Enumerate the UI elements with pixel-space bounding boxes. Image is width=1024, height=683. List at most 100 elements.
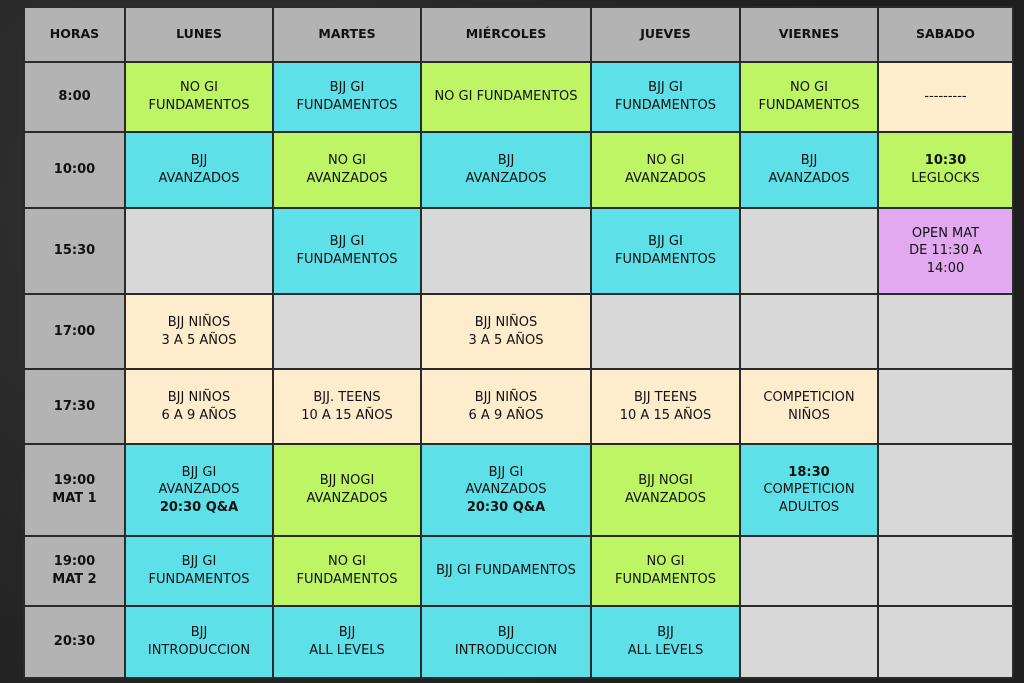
class-cell: NO GI FUNDAMENTOS xyxy=(126,63,272,131)
class-cell: BJJ GI FUNDAMENTOS xyxy=(592,209,739,293)
class-label: 10 A 15 AÑOS xyxy=(619,407,712,423)
class-label: BJJ xyxy=(190,153,208,169)
class-label: BJJ GI xyxy=(648,234,683,250)
class-label: 18:30 xyxy=(788,464,830,480)
class-cell: BJJ AVANZADOS xyxy=(741,133,877,207)
class-label: BJJ NOGI xyxy=(638,473,693,489)
class-cell: BJJ AVANZADOS xyxy=(422,133,590,207)
class-cell: BJJ GI FUNDAMENTOS xyxy=(422,537,590,605)
class-cell: NO GI AVANZADOS xyxy=(274,133,420,207)
class-label: 14:00 xyxy=(926,260,965,276)
class-label: BJJ xyxy=(497,625,515,641)
class-label: FUNDAMENTOS xyxy=(148,98,250,113)
class-label: FUNDAMENTOS xyxy=(148,572,250,587)
class-label: BJJ GI xyxy=(648,80,683,96)
hour-label: MAT 1 xyxy=(52,491,97,506)
class-cell: NO GI FUNDAMENTOS xyxy=(741,63,877,131)
table-row: 15:30 BJJ GI FUNDAMENTOS BJJ GI FUNDAMENTOS O… xyxy=(25,209,1012,293)
class-label: BJJ GI xyxy=(329,80,365,96)
header-day-4: JUEVES xyxy=(592,8,739,61)
class-cell: BJJ GI AVANZADOS 20:30 Q&A xyxy=(126,445,272,535)
class-label: BJJ xyxy=(338,625,356,641)
class-cell: BJJ NIÑOS 3 A 5 AÑOS xyxy=(126,295,272,368)
class-label: AVANZADOS xyxy=(158,482,240,498)
header-day-6: SABADO xyxy=(879,8,1012,61)
hour-cell: 19:00 MAT 2 xyxy=(25,537,124,605)
class-label: AVANZADOS xyxy=(465,482,547,498)
class-label: INTRODUCCION xyxy=(454,643,558,658)
class-cell: BJJ TEENS 10 A 15 AÑOS xyxy=(592,370,739,443)
class-label: NO GI xyxy=(180,80,218,96)
class-label: FUNDAMENTOS xyxy=(296,252,398,267)
class-cell: NO GI FUNDAMENTOS xyxy=(592,537,739,605)
class-cell: OPEN MAT DE 11:30 A 14:00 xyxy=(879,209,1012,293)
class-label: NO GI FUNDAMENTOS xyxy=(434,89,578,105)
class-label: 3 A 5 AÑOS xyxy=(468,332,544,348)
table-row: 10:00 BJJ AVANZADOS NO GI AVANZADOS BJJ AVANZA… xyxy=(25,133,1012,207)
empty-cell xyxy=(741,209,877,293)
hour-cell: 19:00 MAT 1 xyxy=(25,445,124,535)
class-label: BJJ xyxy=(190,625,208,641)
class-label: NIÑOS xyxy=(788,407,830,423)
class-label: 10:30 xyxy=(924,153,967,169)
empty-cell xyxy=(879,370,1012,443)
class-label: NO GI xyxy=(790,80,828,96)
header-row: HORAS LUNES MARTES MIÉRCOLES JUEVES VIERNES SA… xyxy=(25,8,1012,61)
hour-cell: 15:30 xyxy=(25,209,124,293)
empty-cell xyxy=(879,445,1012,535)
class-label: FUNDAMENTOS xyxy=(615,252,716,267)
class-label: AVANZADOS xyxy=(624,491,707,506)
class-schedule-table: HORAS LUNES MARTES MIÉRCOLES JUEVES VIERNES SA… xyxy=(23,6,1014,679)
class-label: BJJ NIÑOS xyxy=(167,314,231,330)
class-label: --------- xyxy=(924,89,967,105)
class-label: 3 A 5 AÑOS xyxy=(161,332,237,348)
hour-label: 17:00 xyxy=(53,323,96,339)
class-label: AVANZADOS xyxy=(465,171,547,186)
schedule-body: 8:00 NO GI FUNDAMENTOS BJJ GI FUNDAMENTOS NO … xyxy=(25,63,1012,677)
class-label: BJJ GI FUNDAMENTOS xyxy=(436,563,576,579)
class-label: BJJ xyxy=(497,153,515,169)
table-row: 8:00 NO GI FUNDAMENTOS BJJ GI FUNDAMENTOS NO … xyxy=(25,63,1012,131)
class-cell: BJJ GI FUNDAMENTOS xyxy=(126,537,272,605)
empty-cell xyxy=(879,607,1012,677)
class-label: 10 A 15 AÑOS xyxy=(301,407,393,423)
class-cell: BJJ NIÑOS 3 A 5 AÑOS xyxy=(422,295,590,368)
hour-cell: 10:00 xyxy=(25,133,124,207)
schedule-header: HORAS LUNES MARTES MIÉRCOLES JUEVES VIERNES SA… xyxy=(25,8,1012,61)
empty-cell xyxy=(422,209,590,293)
class-cell: COMPETICION NIÑOS xyxy=(741,370,877,443)
class-label: FUNDAMENTOS xyxy=(296,572,398,587)
table-row: 19:00 MAT 2 BJJ GI FUNDAMENTOS NO GI FUNDAMEN… xyxy=(25,537,1012,605)
class-label: 6 A 9 AÑOS xyxy=(161,407,237,423)
hour-label: MAT 2 xyxy=(52,572,97,587)
class-cell: BJJ INTRODUCCION xyxy=(126,607,272,677)
class-cell: NO GI AVANZADOS xyxy=(592,133,739,207)
class-label: BJJ GI xyxy=(329,234,365,250)
header-day-5: VIERNES xyxy=(741,8,877,61)
empty-cell xyxy=(274,295,420,368)
class-label: COMPETICION xyxy=(763,389,855,405)
class-label: ADULTOS xyxy=(778,499,840,515)
class-label: COMPETICION xyxy=(763,482,855,498)
class-label: FUNDAMENTOS xyxy=(615,98,716,113)
class-label: NO GI xyxy=(328,153,366,169)
class-cell: NO GI FUNDAMENTOS xyxy=(274,537,420,605)
class-label: BJJ GI xyxy=(181,554,217,570)
class-cell: BJJ ALL LEVELS xyxy=(592,607,739,677)
hour-label: 19:00 xyxy=(53,554,96,570)
class-cell: BJJ INTRODUCCION xyxy=(422,607,590,677)
class-label: NO GI xyxy=(646,554,685,570)
class-label: FUNDAMENTOS xyxy=(758,98,860,113)
class-label: ALL LEVELS xyxy=(627,643,704,658)
class-cell: 10:30 LEGLOCKS xyxy=(879,133,1012,207)
header-day-1: LUNES xyxy=(126,8,272,61)
class-label: AVANZADOS xyxy=(624,171,707,186)
class-label: 6 A 9 AÑOS xyxy=(468,407,544,423)
class-label: FUNDAMENTOS xyxy=(296,98,398,113)
class-cell: NO GI FUNDAMENTOS xyxy=(422,63,590,131)
header-day-3: MIÉRCOLES xyxy=(422,8,590,61)
class-label: BJJ NIÑOS xyxy=(474,314,538,330)
class-cell: BJJ GI FUNDAMENTOS xyxy=(274,209,420,293)
class-cell: BJJ NOGI AVANZADOS xyxy=(592,445,739,535)
empty-cell xyxy=(741,607,877,677)
